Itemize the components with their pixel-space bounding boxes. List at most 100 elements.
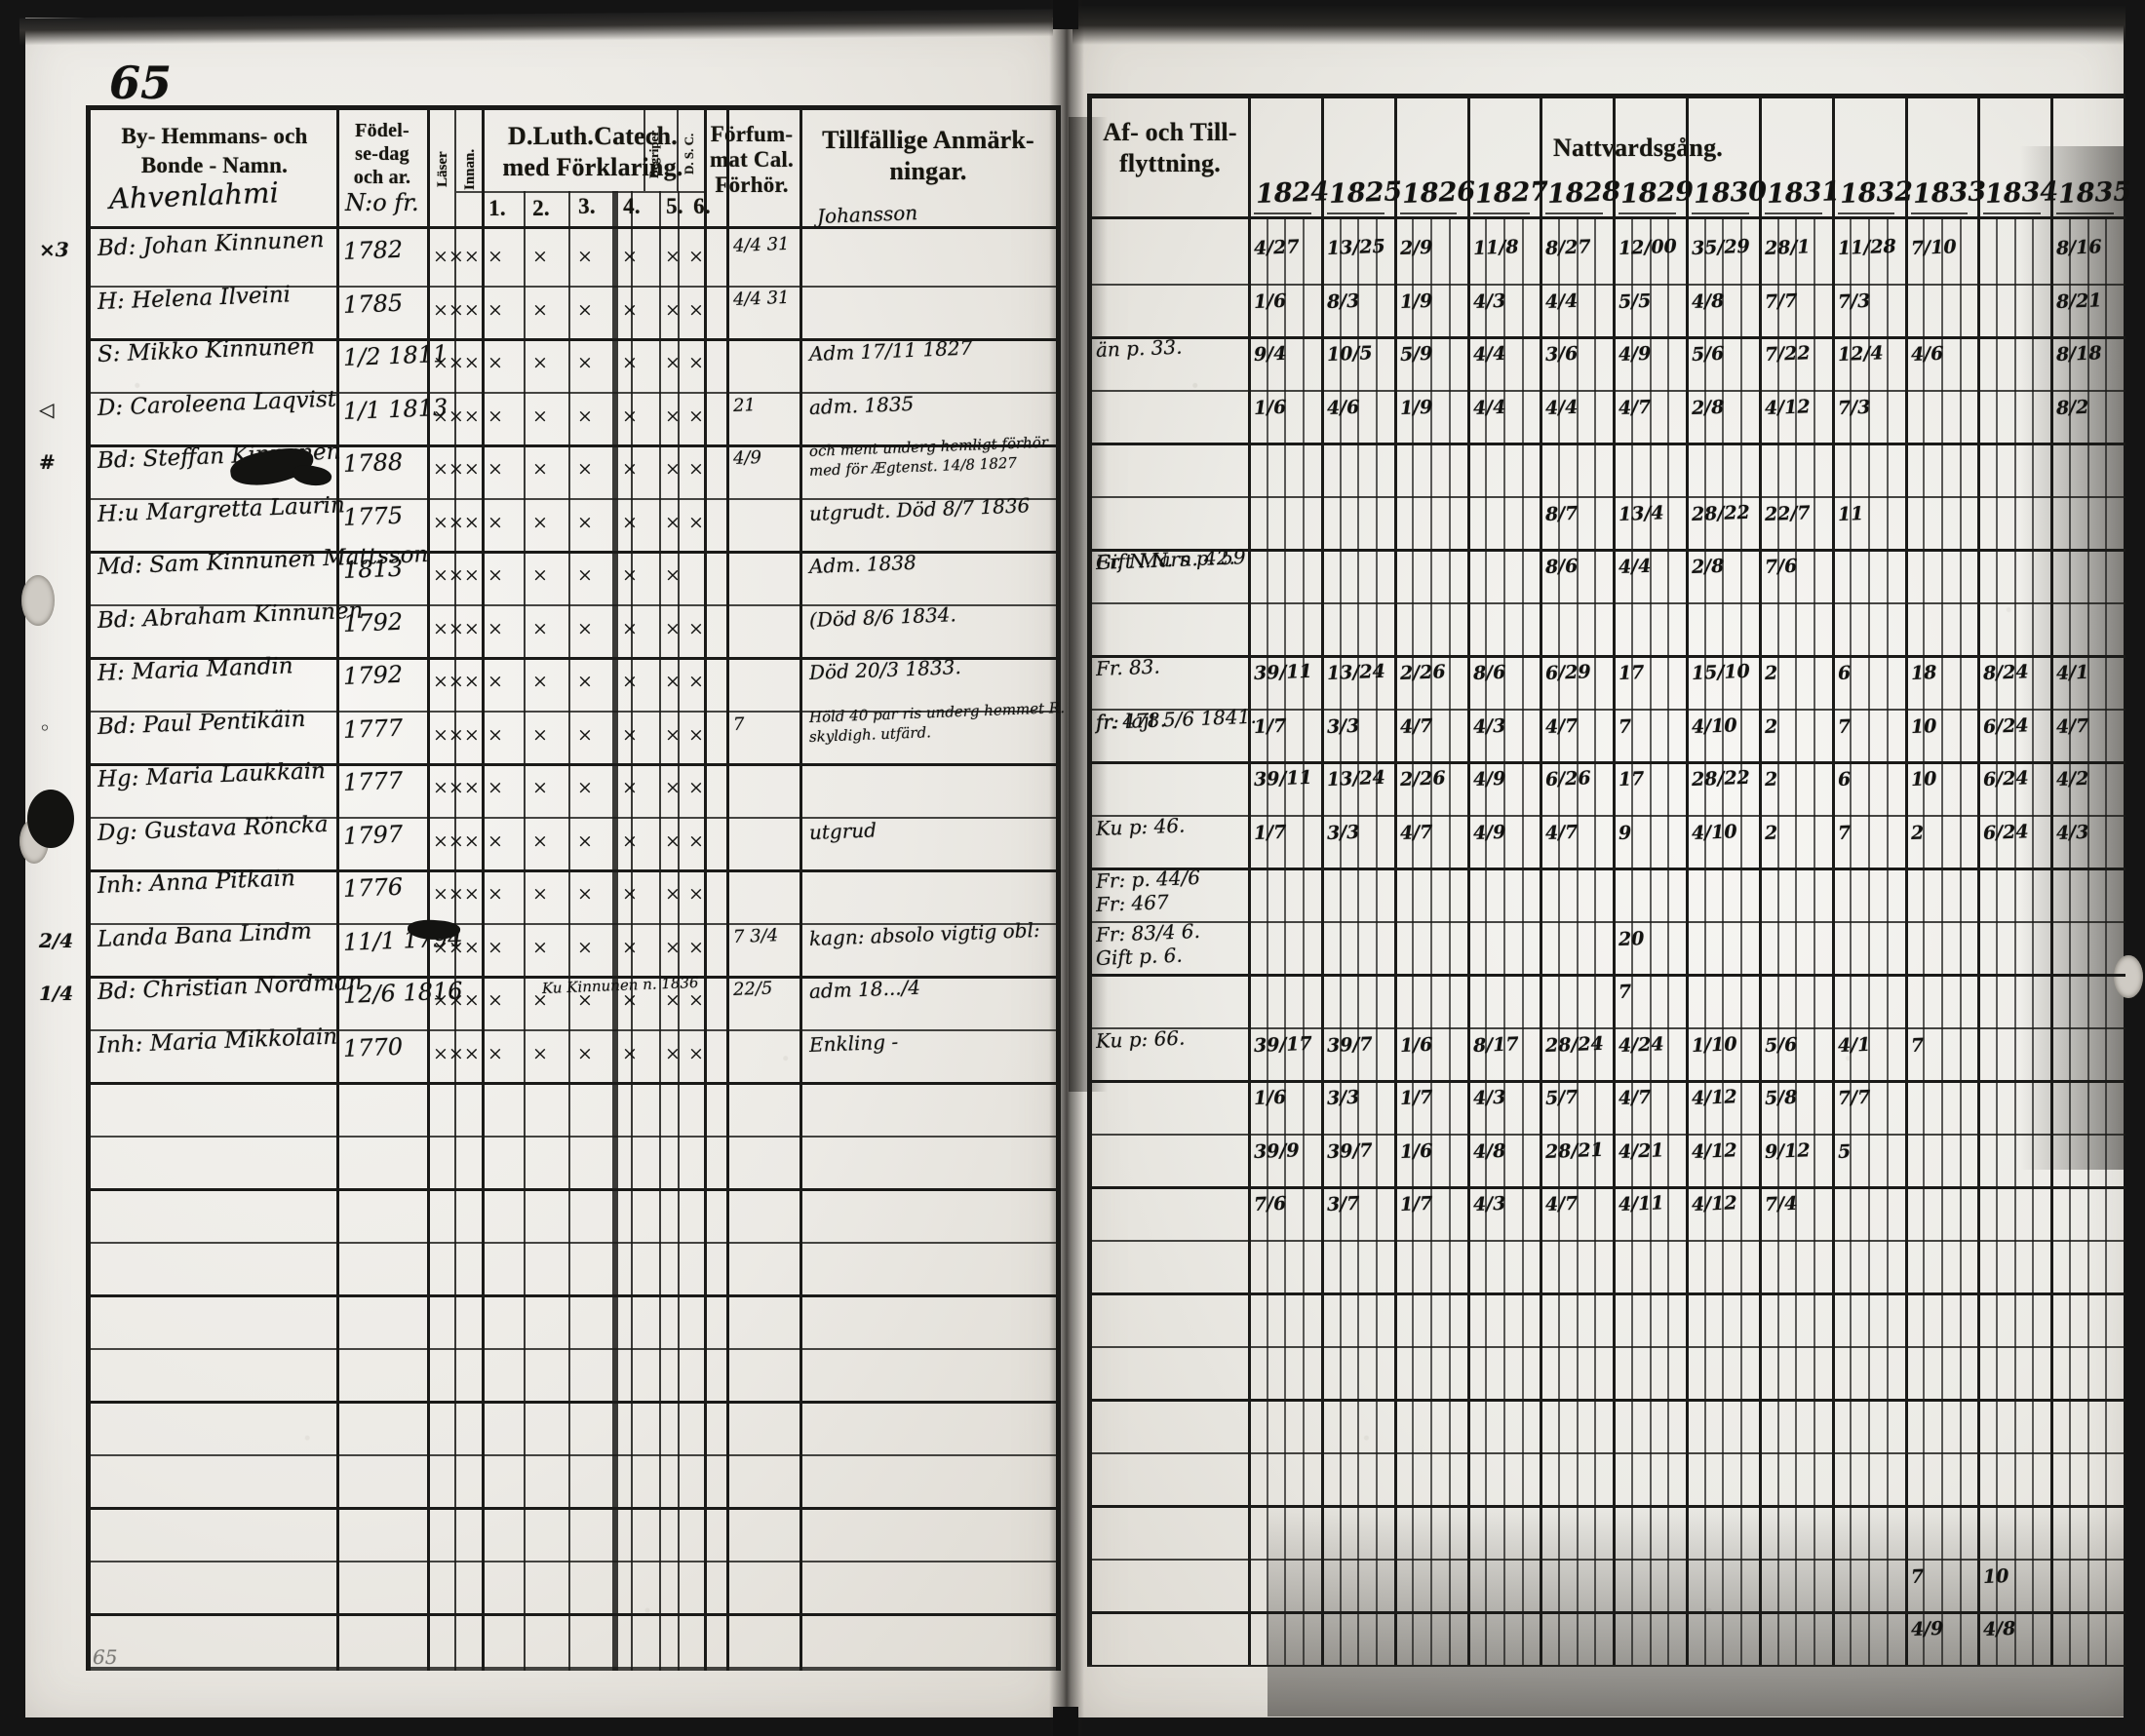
catech-mark-3: × [577,458,593,480]
row-mark: ×3 [39,238,69,261]
communion-entry: 6/24 [1982,820,2030,844]
catech-mark-6: × [688,617,704,639]
header-birth-line3: och ar. [353,167,411,188]
scan-edge-right [2124,0,2145,1736]
laser-mark: ××× [433,564,480,586]
left-table-bottom-rule [86,1669,1061,1671]
catech-mark-6: × [688,829,704,852]
communion-entry: 7/6 [1764,555,1798,578]
communion-entry: 4/21 [1618,1138,1665,1163]
catech-mark-5: × [665,671,681,692]
communion-entry: 4/3 [2055,821,2089,844]
forsummat-value: 4/4 31 [732,233,790,256]
communion-entry: 2 [1764,662,1778,684]
catech-mark-4: × [622,883,638,905]
communion-entry: 4/9 [1472,821,1506,844]
communion-entry: 28/22 [1691,766,1751,791]
communion-entry: 4/10 [1691,714,1737,738]
communion-entry: 4/7 [1399,714,1433,738]
communion-entry: 10/5 [1326,342,1373,366]
communion-entry: 3/7 [1326,1192,1360,1215]
left-table-top-rule [86,105,1061,110]
communion-entry: 20 [1618,927,1645,950]
left-row-rule [86,391,1061,394]
right-row-rule [1087,920,2126,923]
year-divider-1832 [1831,94,1835,1665]
catech-mark-1: × [488,405,503,427]
header-innan: Innan. [462,148,478,191]
forsummat-value: 21 [732,394,757,416]
row-mark: # [39,450,56,474]
communion-entry: 8/24 [1982,661,2030,684]
communion-entry: 28/1 [1764,236,1811,259]
year-underline [1618,212,1676,214]
row-birth-year: 1813 [342,554,404,584]
page-number: 65 [109,57,173,109]
catech-mark-3: × [577,723,593,746]
catech-mark-5: × [665,352,681,373]
laser-mark: ××× [433,723,480,746]
communion-entry: 12/4 [1837,342,1884,366]
communion-entry: 2/8 [1691,555,1725,578]
catech-mark-5: × [665,989,681,1011]
communion-entry: 4/7 [1544,821,1580,844]
laser-mark: ××× [433,511,480,533]
communion-entry: 7 [1910,1034,1925,1057]
year-subrule [1923,216,1926,1665]
communion-entry: 8/3 [1326,289,1360,313]
catech-mark-4: × [622,671,638,692]
year-divider-1835 [2050,94,2054,1665]
catech-mark-5: × [665,829,681,852]
catech-mark-1: × [488,723,503,746]
top-note-johansson: Johansson [816,201,918,228]
catech-mark-6: × [688,352,704,373]
right-row-rule [1087,761,2126,764]
communion-entry: 39/9 [1253,1138,1300,1163]
catech-mark-5: × [665,458,681,480]
forsummat-value: 22/5 [732,978,773,1000]
right-row-rule [1087,1664,2126,1667]
communion-entry: 7/7 [1837,1086,1871,1109]
communion-entry: 13/4 [1618,501,1665,525]
communion-entry: 1/7 [1253,714,1287,738]
right-row-rule [1087,1080,2126,1083]
left-row-rule [86,551,1061,554]
communion-entry: 7 [1837,822,1852,844]
catech-mark-4: × [622,1042,638,1064]
left-rule-anm-end [1056,105,1061,1671]
catech-mark-1: × [488,298,503,321]
catech-mark-6: × [688,671,704,692]
year-subrule [1521,216,1524,1665]
left-rule-birth-end [427,105,430,1671]
communion-entry: 35/29 [1691,235,1751,259]
year-subrule [1430,216,1433,1665]
communion-entry: 9 [1618,822,1632,844]
left-row-rule [86,816,1061,819]
communion-entry: 6/24 [1982,714,2030,738]
catech-mark-1: × [488,989,503,1011]
header-flyttning-line1: Af- och Till- [1103,118,1237,146]
communion-entry: 2 [1910,822,1925,844]
communion-entry: 2 [1764,822,1778,844]
catech-sub-3: 3. [578,194,596,218]
right-row-rule [1087,495,2126,498]
catech-mark-4: × [622,989,638,1011]
forsummat-value: 4/9 [732,446,762,469]
communion-entry: 4/9 [1472,767,1506,791]
row-birth-year: 1792 [342,660,404,690]
year-subrule [1813,216,1815,1665]
catech-mark-5: × [665,1042,681,1064]
forsummat-value: 7 3/4 [732,924,779,947]
year-subrule [2086,216,2089,1665]
communion-entry: 13/24 [1326,660,1386,684]
catech-mark-1: × [488,458,503,480]
communion-entry: 1/6 [1253,289,1287,313]
left-row-rule [86,869,1061,872]
left-row-rule [86,1294,1061,1297]
row-birth-year: 1785 [342,289,404,319]
communion-entry: 4/2 [2055,767,2089,791]
catech-mark-4: × [622,777,638,798]
right-row-rule [1087,1133,2126,1136]
right-row-rule [1087,868,2126,870]
year-subrule [1630,216,1633,1665]
